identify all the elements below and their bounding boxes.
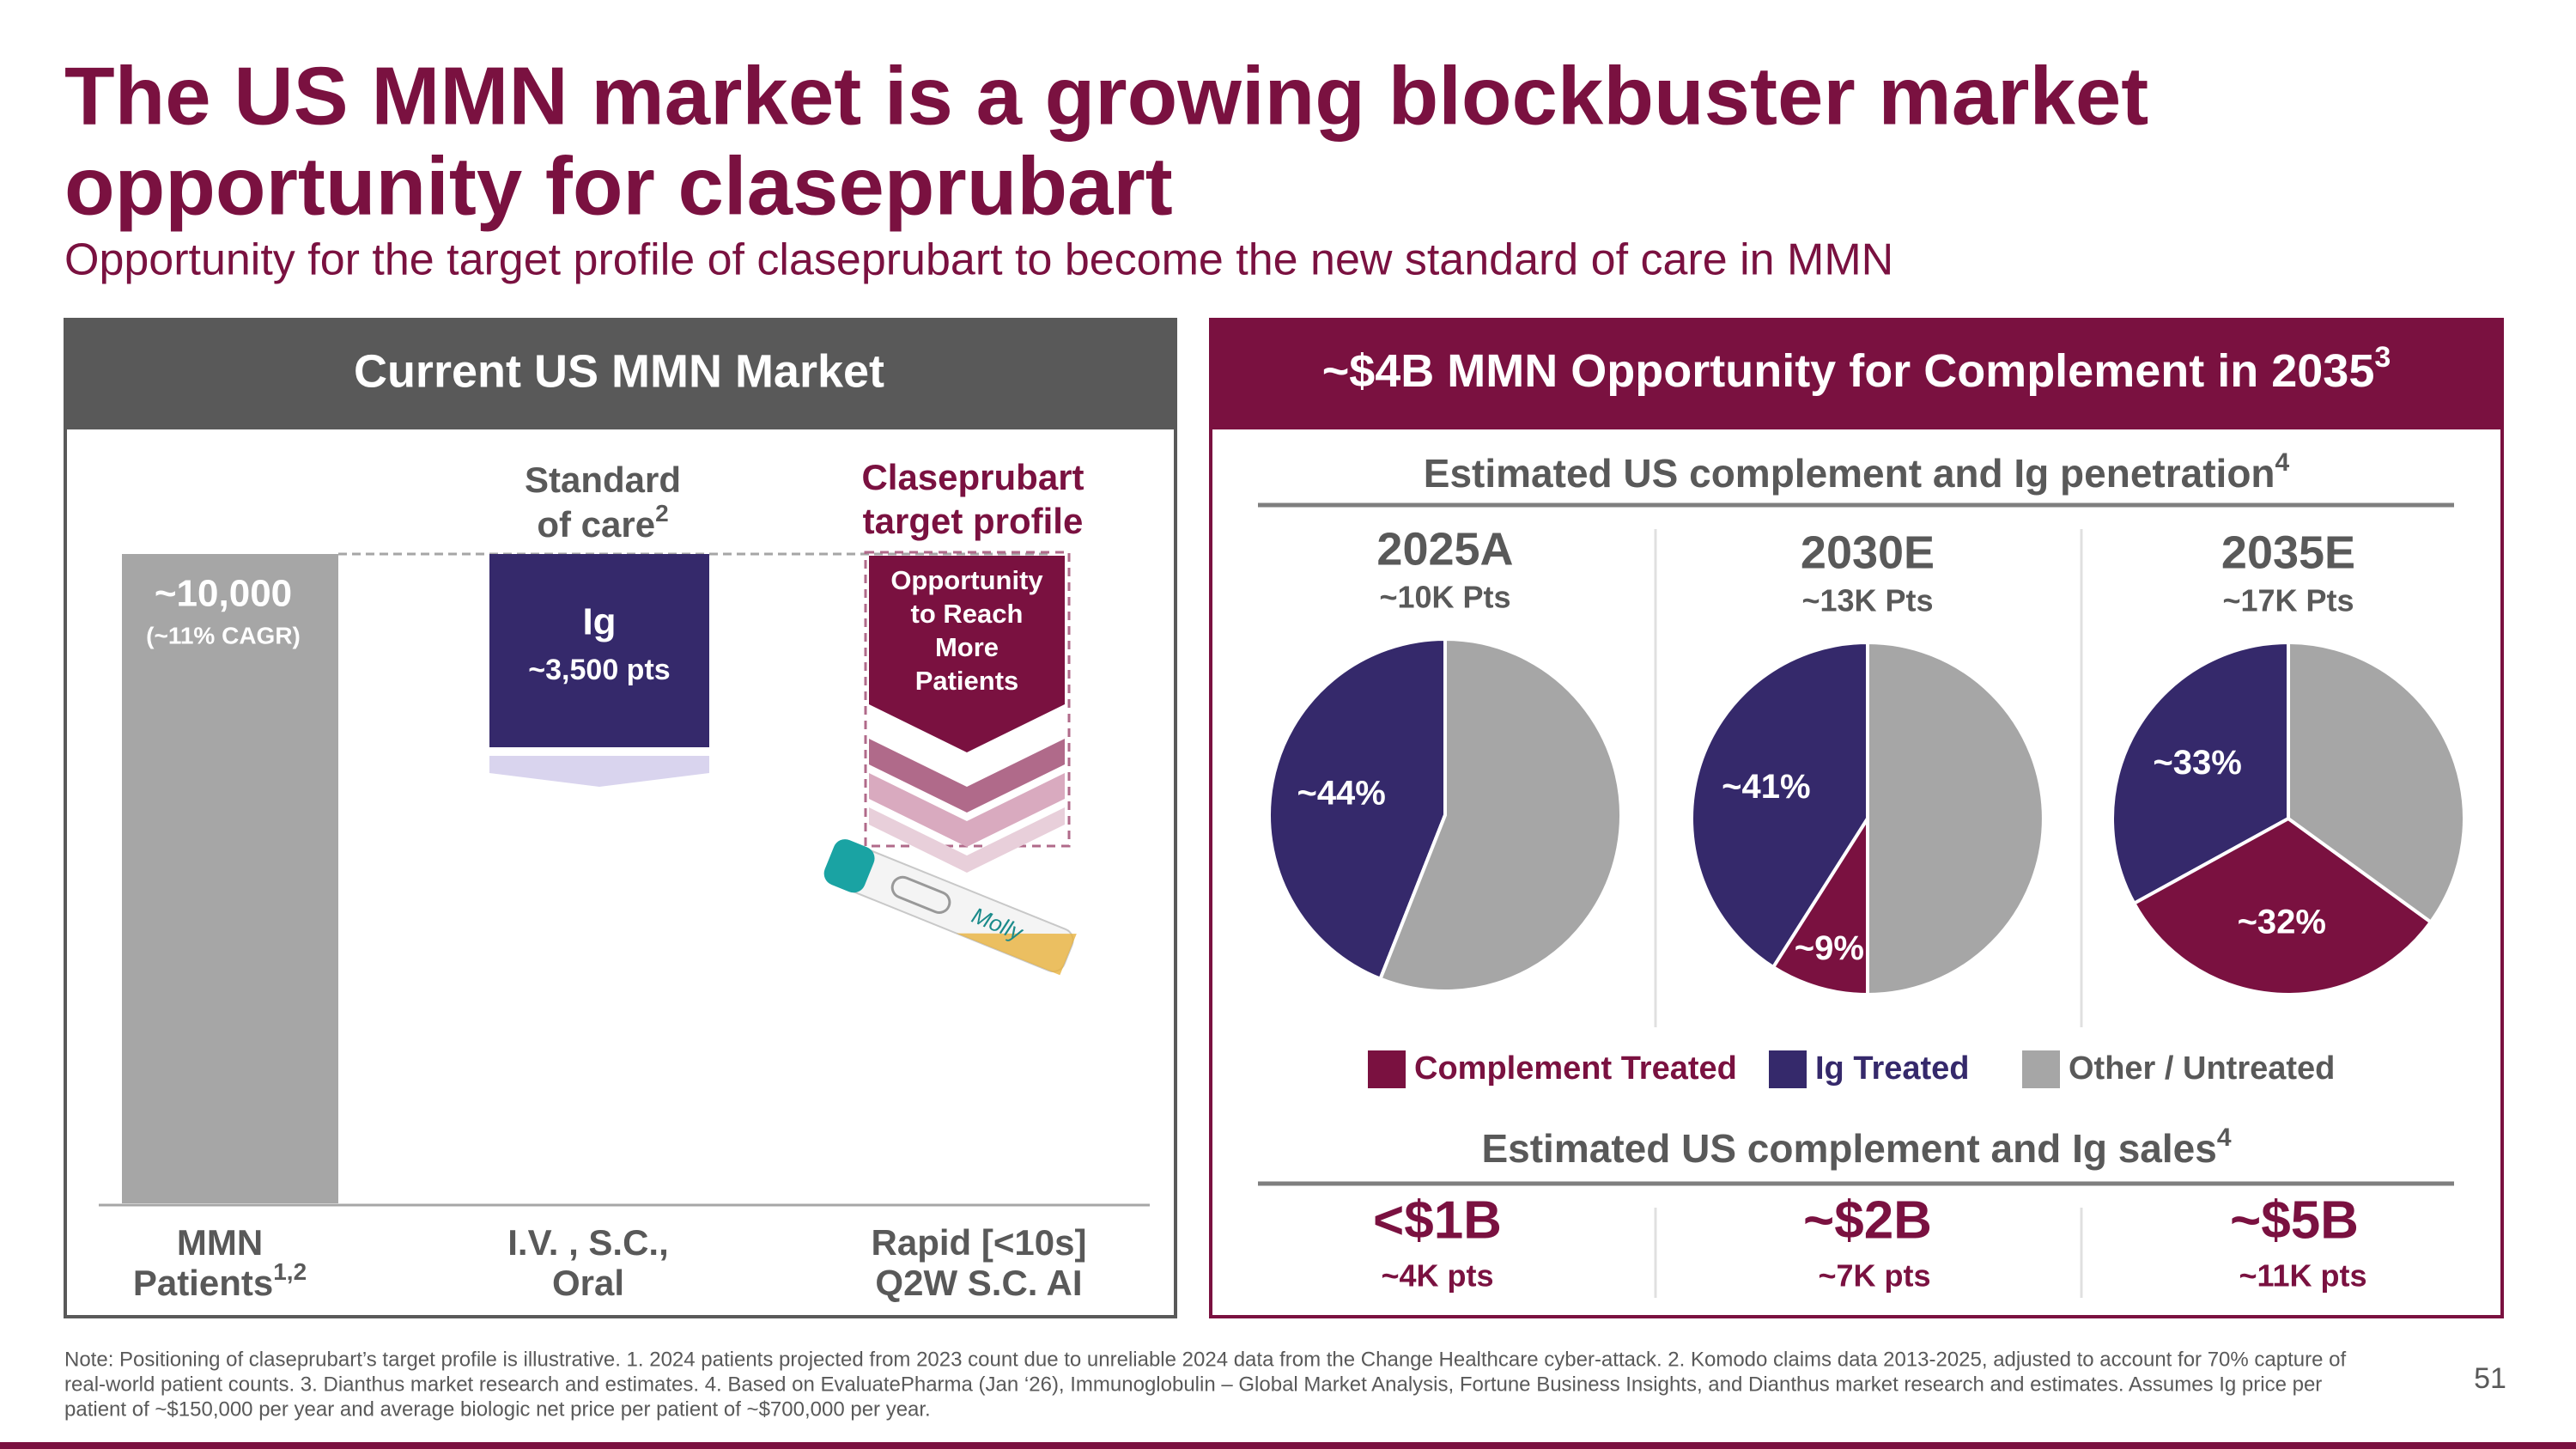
right-header (1209, 318, 2504, 429)
superscript: 4 (2275, 448, 2290, 477)
superscript: 1,2 (273, 1258, 307, 1285)
target-profile: target profile (863, 501, 1084, 541)
pie-title: 2025A (1376, 523, 1513, 575)
ig-box (489, 554, 709, 747)
sales-value: ~$2B (1803, 1190, 1932, 1250)
left-header (64, 318, 1177, 429)
device-cap (823, 839, 875, 893)
column-label: Rapid [<10s] (872, 1222, 1087, 1263)
pie-slice (2111, 640, 2290, 906)
standard-of-care: of care2 (537, 500, 668, 545)
chevron (869, 739, 1065, 813)
pie-slice (2131, 816, 2433, 996)
opportunity-text: Opportunity (890, 565, 1043, 595)
subtitle: Opportunity for the target profile of cl… (64, 235, 1893, 285)
pie-value-label: ~41% (1722, 768, 1810, 806)
sales-value: <$1B (1373, 1190, 1502, 1250)
footnote: Note: Positioning of claseprubart’s targ… (64, 1348, 2346, 1371)
opportunity-text: Patients (915, 666, 1019, 696)
pie-value-label: ~9% (1795, 929, 1864, 967)
device-stripe (956, 933, 1077, 976)
column-label: MMN (177, 1222, 263, 1263)
sales-patients: ~11K pts (2239, 1258, 2366, 1294)
pie-value-label: ~32% (2238, 903, 2326, 941)
column-label: Patients1,2 (133, 1258, 307, 1303)
superscript: 2 (655, 500, 669, 527)
pie-subtitle: ~13K Pts (1801, 583, 1933, 618)
patients-note: (~11% CAGR) (146, 622, 301, 648)
patients-value: ~10,000 (155, 573, 292, 615)
footnote: real-world patient counts. 3. Dianthus m… (64, 1373, 2322, 1396)
ig-chevron (489, 756, 709, 787)
section-title: Estimated US complement and Ig penetrati… (1424, 448, 2290, 496)
legend-label: Ig Treated (1815, 1050, 1970, 1087)
text: ~$4B MMN Opportunity for Complement in 2… (1322, 345, 2375, 397)
pie-slice (1771, 813, 1869, 997)
text: Estimated US complement and Ig penetrati… (1424, 451, 2275, 496)
column-label: Q2W S.C. AI (875, 1263, 1082, 1303)
legend-label: Other / Untreated (2069, 1050, 2335, 1087)
opportunity-box (869, 556, 1065, 752)
ig-label: Ig (582, 601, 616, 643)
legend-swatch (1368, 1050, 1406, 1088)
sales-value: ~$5B (2230, 1190, 2359, 1250)
pie-value-label: ~44% (1297, 775, 1385, 813)
footnote: patient of ~$150,000 per year and averag… (64, 1397, 931, 1421)
pie-value-label: ~33% (2153, 744, 2241, 782)
pie-subtitle: ~17K Pts (2222, 583, 2354, 618)
column-label: I.V. , S.C., (507, 1222, 669, 1263)
superscript: 3 (2374, 341, 2391, 374)
patients-bar (122, 554, 338, 1203)
sales-patients: ~4K pts (1381, 1258, 1493, 1294)
pie-slice (1377, 636, 1623, 993)
standard-of-care: Standard (525, 460, 681, 500)
left-header-text: Current US MMN Market (354, 345, 884, 397)
text: of care (537, 504, 655, 545)
text: Patients (133, 1263, 273, 1303)
column-label: Oral (552, 1263, 624, 1303)
page-number: 51 (2474, 1362, 2506, 1395)
chevron (869, 773, 1065, 847)
section-title: Estimated US complement and Ig sales4 (1481, 1123, 2231, 1171)
target-profile: Claseprubart (861, 457, 1084, 497)
opportunity-text: More (935, 632, 999, 662)
legend-label: Complement Treated (1414, 1050, 1737, 1087)
chevron (869, 807, 1065, 873)
legend-swatch (2022, 1050, 2060, 1088)
pie-title: 2030E (1801, 527, 1935, 578)
pie-title: 2035E (2221, 527, 2355, 578)
opportunity-text: to Reach (911, 599, 1024, 629)
legend-swatch (1769, 1050, 1807, 1088)
ig-value: ~3,500 pts (528, 654, 670, 686)
text: Estimated US complement and Ig sales (1481, 1126, 2216, 1171)
title-line: opportunity for claseprubart (64, 140, 1173, 232)
device-window (890, 875, 951, 915)
pie-slice (1267, 636, 1447, 982)
title-line: The US MMN market is a growing blockbust… (64, 50, 2148, 142)
pie-slice (1866, 640, 2045, 997)
sales-patients: ~7K pts (1818, 1258, 1930, 1294)
superscript: 4 (2217, 1123, 2232, 1152)
autoinjector: Molly (823, 839, 1077, 976)
pie-slice (2287, 640, 2466, 925)
right-header-text: ~$4B MMN Opportunity for Complement in 2… (1322, 341, 2391, 397)
pie-subtitle: ~10K Pts (1379, 580, 1510, 615)
bottom-bar (0, 1442, 2576, 1449)
